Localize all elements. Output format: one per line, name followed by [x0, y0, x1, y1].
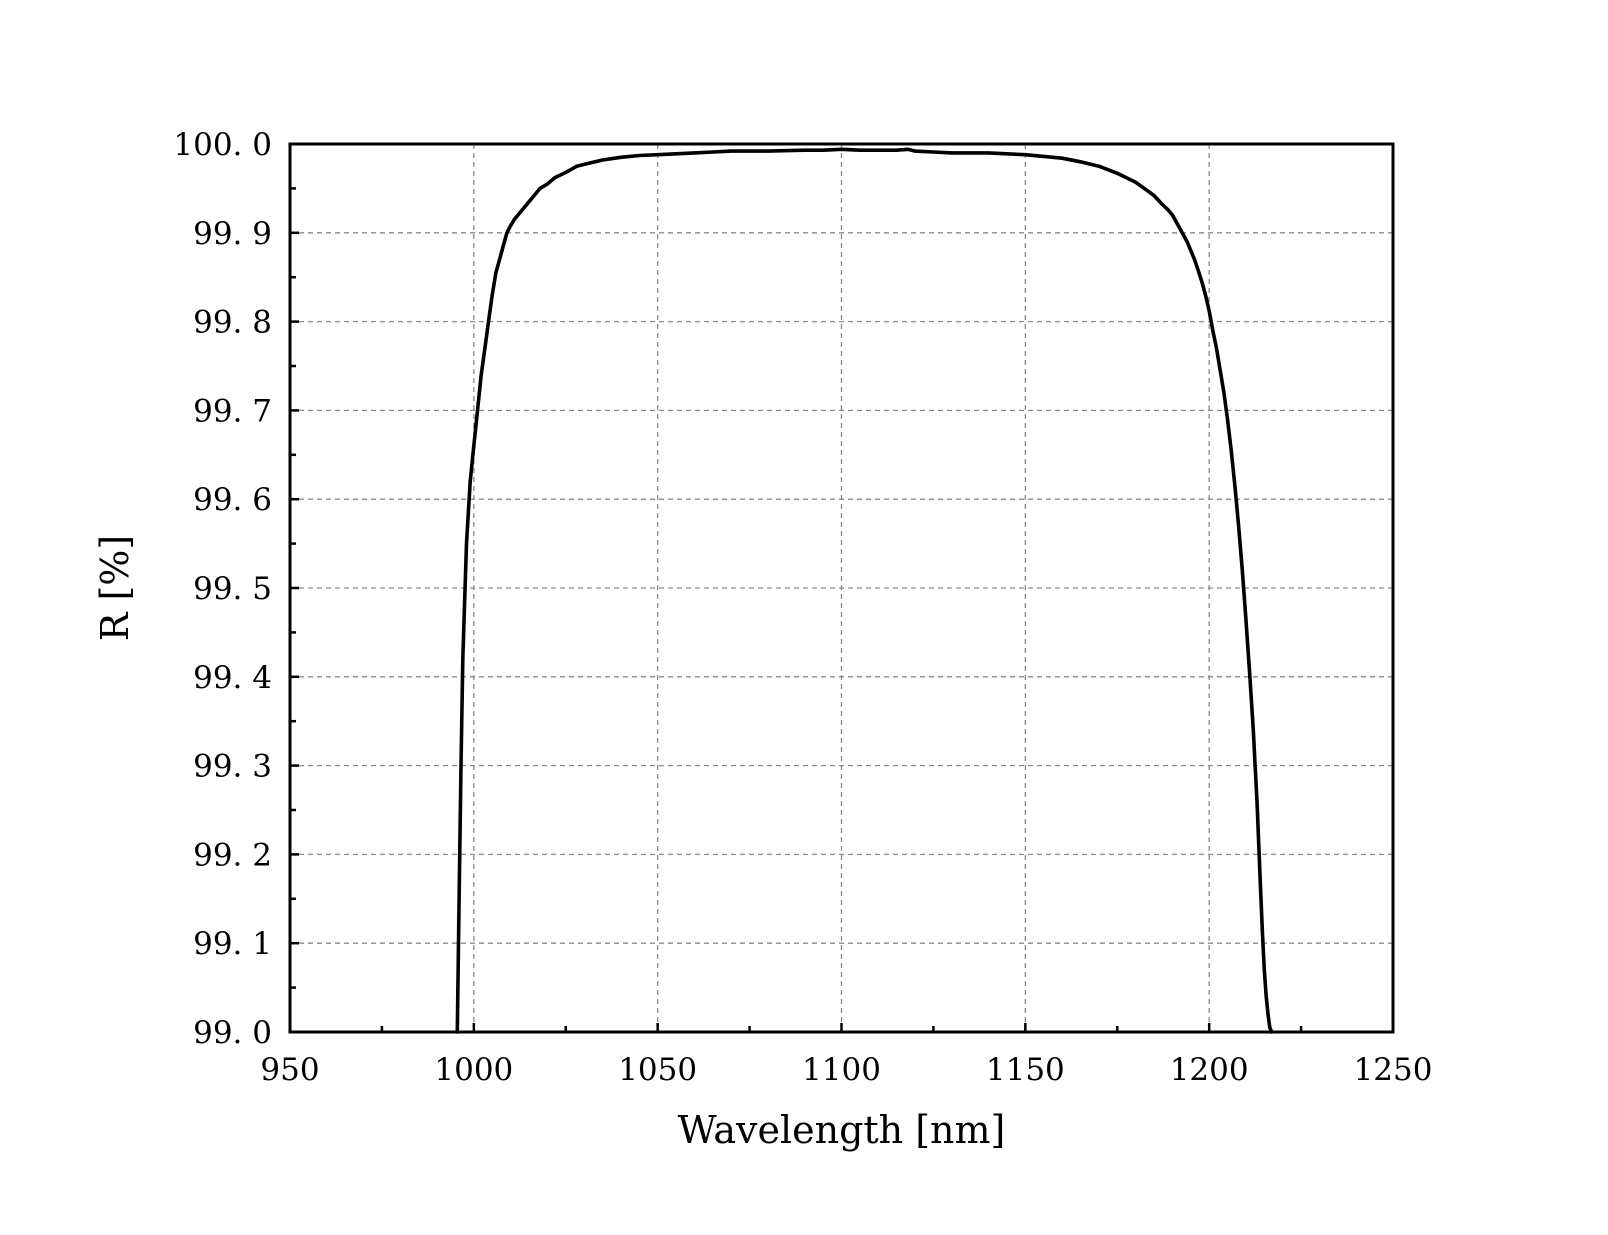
x-tick-label: 1200	[1170, 1052, 1249, 1088]
y-tick-label: 99. 7	[193, 393, 272, 429]
grid-layer	[290, 144, 1393, 1032]
x-tick-label: 1250	[1354, 1052, 1433, 1088]
y-tick-label: 100. 0	[173, 127, 272, 163]
x-tick-label: 950	[260, 1052, 319, 1088]
y-tick-label: 99. 3	[193, 749, 272, 785]
x-tick-label: 1100	[802, 1052, 881, 1088]
y-axis-label: R [%]	[93, 535, 137, 641]
y-tick-label: 99. 9	[193, 216, 272, 252]
plot-frame	[288, 142, 1395, 1034]
label-layer: 950 1000 1050 1100 1150 1200 1250 99. 0 99. 1 99.…	[173, 127, 1432, 1088]
y-tick-label: 99. 5	[193, 571, 272, 607]
y-tick-label: 99. 0	[193, 1015, 272, 1051]
x-tick-label: 1050	[618, 1052, 697, 1088]
y-tick-label: 99. 1	[193, 926, 272, 962]
y-tick-label: 99. 2	[193, 837, 272, 873]
y-tick-label: 99. 8	[193, 305, 272, 341]
x-tick-label: 1150	[986, 1052, 1065, 1088]
x-tick-label: 1000	[434, 1052, 513, 1088]
y-tick-label: 99. 6	[193, 482, 272, 518]
series-line-0	[455, 147, 1274, 1034]
x-axis-label: Wavelength [nm]	[678, 1108, 1006, 1152]
y-tick-label: 99. 4	[193, 660, 272, 696]
line-layer	[455, 147, 1274, 1034]
